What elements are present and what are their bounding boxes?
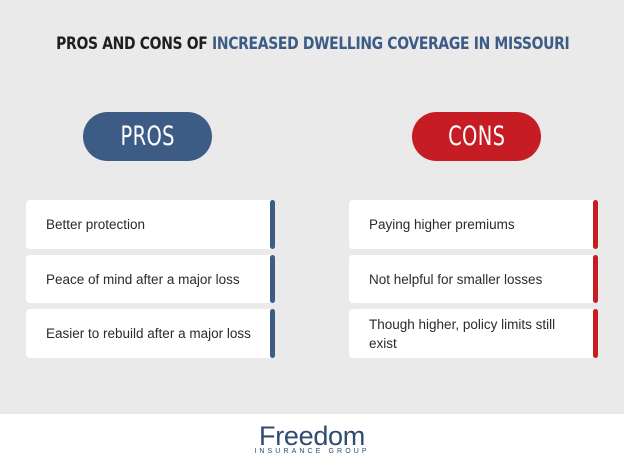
pros-card-text: Easier to rebuild after a major loss (46, 326, 251, 341)
pros-card: Better protection (26, 200, 275, 249)
title-highlight: INCREASED DWELLING COVERAGE IN MISSOURI (212, 34, 570, 54)
pros-accent-bar (270, 200, 275, 249)
pros-heading-pill: PROS (83, 112, 212, 161)
pros-heading-label: PROS (120, 121, 175, 152)
cons-accent-bar (593, 200, 598, 249)
cons-card-text: Though higher, policy limits still exist (369, 316, 556, 351)
page-title: PROS AND CONS OF INCREASED DWELLING COVE… (56, 34, 570, 54)
cons-accent-bar (593, 309, 598, 358)
cons-card: Not helpful for smaller losses (349, 255, 598, 303)
cons-accent-bar (593, 255, 598, 303)
company-logo: Freedom INSURANCE GROUP (0, 422, 624, 455)
pros-accent-bar (270, 309, 275, 358)
pros-card: Peace of mind after a major loss (26, 255, 275, 303)
title-prefix: PROS AND CONS OF (56, 34, 208, 54)
pros-card: Easier to rebuild after a major loss (26, 309, 275, 358)
pros-card-text: Peace of mind after a major loss (46, 271, 240, 287)
cons-card: Paying higher premiums (349, 200, 598, 249)
infographic-panel: PROS AND CONS OF INCREASED DWELLING COVE… (0, 0, 624, 414)
cons-heading-label: CONS (447, 121, 506, 152)
logo-tagline: INSURANCE GROUP (254, 448, 370, 455)
cons-card-text: Paying higher premiums (369, 217, 515, 232)
logo-brand-name: Freedom (259, 421, 365, 451)
pros-accent-bar (270, 255, 275, 303)
pros-card-text: Better protection (46, 217, 146, 232)
cons-card: Though higher, policy limits still exist (349, 309, 598, 358)
cons-heading-pill: CONS (412, 112, 541, 161)
cons-card-text: Not helpful for smaller losses (369, 271, 543, 287)
